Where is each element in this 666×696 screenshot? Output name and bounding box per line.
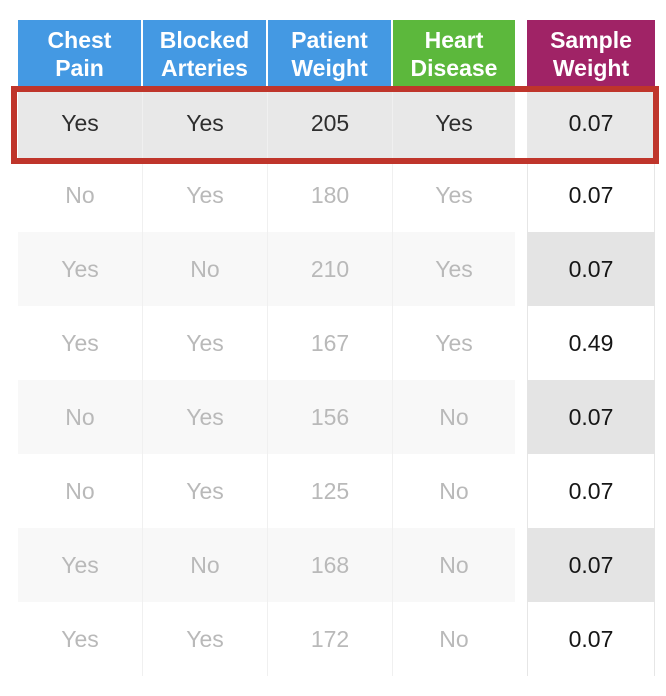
cell-sample-weight: 0.49 <box>527 306 655 380</box>
header-chest-pain: Chest Pain <box>18 20 143 88</box>
cell-patient-weight: 168 <box>268 528 393 602</box>
cell-sample-weight: 0.07 <box>527 380 655 454</box>
cell-sample-weight: 0.07 <box>527 88 655 158</box>
cell-sample-weight: 0.07 <box>527 232 655 306</box>
data-table: Chest Pain Blocked Arteries Patient Weig… <box>18 20 655 676</box>
cell-blocked-arteries: No <box>143 528 268 602</box>
column-gap <box>515 232 527 306</box>
column-gap <box>515 528 527 602</box>
cell-sample-weight: 0.07 <box>527 602 655 676</box>
cell-sample-weight: 0.07 <box>527 528 655 602</box>
column-gap <box>515 380 527 454</box>
cell-patient-weight: 167 <box>268 306 393 380</box>
cell-patient-weight: 172 <box>268 602 393 676</box>
header-blocked-arteries: Blocked Arteries <box>143 20 268 88</box>
header-heart-disease: Heart Disease <box>393 20 515 88</box>
cell-blocked-arteries: No <box>143 232 268 306</box>
cell-heart-disease: No <box>393 454 515 528</box>
cell-blocked-arteries: Yes <box>143 158 268 232</box>
cell-chest-pain: Yes <box>18 528 143 602</box>
column-gap <box>515 306 527 380</box>
cell-blocked-arteries: Yes <box>143 454 268 528</box>
cell-patient-weight: 125 <box>268 454 393 528</box>
cell-chest-pain: No <box>18 454 143 528</box>
column-gap <box>515 158 527 232</box>
cell-patient-weight: 156 <box>268 380 393 454</box>
cell-heart-disease: No <box>393 528 515 602</box>
cell-chest-pain: Yes <box>18 88 143 158</box>
cell-heart-disease: No <box>393 380 515 454</box>
cell-blocked-arteries: Yes <box>143 602 268 676</box>
column-gap <box>515 88 527 158</box>
cell-chest-pain: No <box>18 380 143 454</box>
cell-heart-disease: Yes <box>393 88 515 158</box>
cell-sample-weight: 0.07 <box>527 454 655 528</box>
cell-patient-weight: 180 <box>268 158 393 232</box>
cell-chest-pain: Yes <box>18 232 143 306</box>
cell-patient-weight: 210 <box>268 232 393 306</box>
cell-chest-pain: Yes <box>18 306 143 380</box>
column-gap <box>515 602 527 676</box>
cell-heart-disease: Yes <box>393 158 515 232</box>
header-sample-weight: Sample Weight <box>527 20 655 88</box>
column-gap <box>515 454 527 528</box>
cell-chest-pain: Yes <box>18 602 143 676</box>
cell-chest-pain: No <box>18 158 143 232</box>
cell-heart-disease: No <box>393 602 515 676</box>
header-patient-weight: Patient Weight <box>268 20 393 88</box>
cell-sample-weight: 0.07 <box>527 158 655 232</box>
cell-blocked-arteries: Yes <box>143 306 268 380</box>
cell-blocked-arteries: Yes <box>143 88 268 158</box>
column-gap <box>515 20 527 88</box>
cell-heart-disease: Yes <box>393 306 515 380</box>
cell-blocked-arteries: Yes <box>143 380 268 454</box>
cell-heart-disease: Yes <box>393 232 515 306</box>
cell-patient-weight: 205 <box>268 88 393 158</box>
